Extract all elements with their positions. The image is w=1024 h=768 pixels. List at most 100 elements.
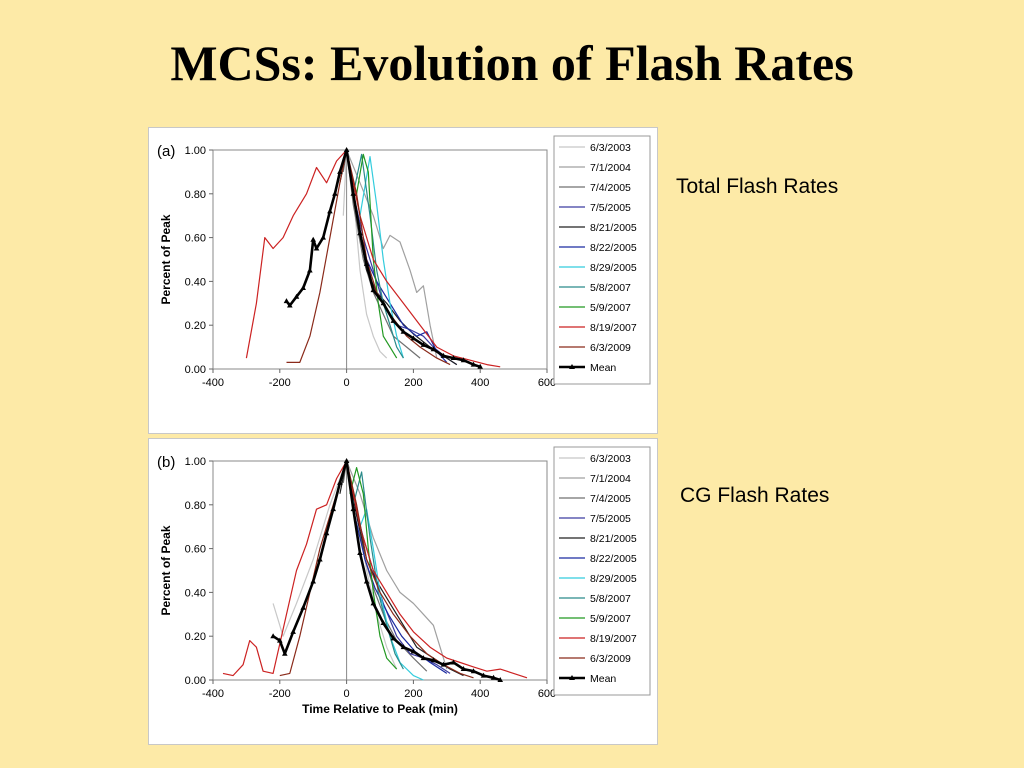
legend-entry-label: Mean bbox=[590, 362, 616, 374]
x-tick-label: 600 bbox=[538, 377, 556, 389]
plot-area bbox=[212, 149, 548, 370]
mean-marker bbox=[293, 293, 300, 299]
chart-b: 0.00 0.20 0.40 0.60 0.80 1.00 -400 -200 0 200 400 6… bbox=[157, 446, 651, 716]
legend-mean-marker bbox=[569, 675, 575, 680]
chart-panel-b: 0.00 0.20 0.40 0.60 0.80 1.00 -400 -200 0 200 400 6… bbox=[148, 438, 658, 745]
legend-entry-label: 7/1/2004 bbox=[590, 162, 631, 174]
total-flash-rates-label: Total Flash Rates bbox=[676, 175, 839, 198]
mean-marker bbox=[327, 208, 333, 214]
mean-marker bbox=[270, 633, 276, 639]
series-line bbox=[352, 153, 404, 359]
y-tick-label: 0.40 bbox=[185, 587, 206, 599]
mean-marker bbox=[343, 147, 350, 152]
legend-entry-label: 6/3/2009 bbox=[590, 653, 631, 665]
legend-entry-label: 8/19/2007 bbox=[590, 322, 637, 334]
legend-entry-label: 5/8/2007 bbox=[590, 593, 631, 605]
mean-marker bbox=[323, 530, 330, 536]
plot-area bbox=[212, 460, 548, 681]
mean-marker bbox=[460, 357, 467, 363]
mean-marker bbox=[357, 230, 363, 236]
mean-marker bbox=[490, 674, 497, 680]
panel-label: (a) bbox=[157, 143, 175, 160]
x-tick-label: -200 bbox=[269, 688, 291, 700]
mean-marker bbox=[400, 328, 407, 334]
legend-box bbox=[553, 446, 651, 696]
mean-marker bbox=[357, 549, 363, 555]
mean-marker bbox=[313, 245, 320, 251]
legend-entry-label: 5/9/2007 bbox=[590, 302, 631, 314]
x-tick-label: 400 bbox=[471, 688, 489, 700]
x-tick-label: 0 bbox=[344, 688, 350, 700]
legend-entry-label: 5/8/2007 bbox=[590, 282, 631, 294]
series-line bbox=[352, 471, 404, 670]
mean-marker bbox=[307, 267, 313, 273]
legend-entry-label: 7/1/2004 bbox=[590, 473, 631, 485]
legend-entry-label: 8/19/2007 bbox=[590, 633, 637, 645]
mean-marker bbox=[320, 234, 327, 240]
mean-marker bbox=[420, 655, 427, 661]
mean-marker bbox=[310, 578, 316, 584]
y-tick-label: 0.20 bbox=[185, 631, 206, 643]
y-tick-label: 0.00 bbox=[185, 675, 206, 687]
legend-entry-label: 8/29/2005 bbox=[590, 262, 637, 274]
legend-box bbox=[553, 135, 651, 385]
series-line bbox=[356, 153, 398, 359]
mean-marker bbox=[337, 479, 343, 485]
mean-marker bbox=[283, 298, 290, 304]
legend-entry-label: Mean bbox=[590, 673, 616, 685]
mean-marker bbox=[350, 190, 357, 196]
chart-a: 0.00 0.20 0.40 0.60 0.80 1.00 -400 -200 0 200 400 6… bbox=[157, 135, 651, 389]
mean-marker bbox=[497, 677, 504, 682]
y-tick-label: 0.80 bbox=[185, 189, 206, 201]
mean-marker bbox=[363, 578, 370, 584]
mean-marker bbox=[343, 458, 350, 463]
mean-marker bbox=[450, 659, 457, 665]
mean-marker bbox=[390, 317, 397, 323]
mean-marker bbox=[282, 650, 288, 656]
series-line bbox=[286, 149, 451, 366]
x-tick-label: 600 bbox=[538, 688, 556, 700]
legend-entry-label: 6/3/2009 bbox=[590, 342, 631, 354]
legend-entry-label: 8/21/2005 bbox=[590, 222, 637, 234]
mean-marker bbox=[410, 648, 417, 654]
x-tick-label: 200 bbox=[404, 377, 422, 389]
x-axis-label: Time Relative to Peak (min) bbox=[302, 702, 458, 716]
mean-marker bbox=[470, 668, 477, 674]
slide-title: MCSs: Evolution of Flash Rates bbox=[170, 35, 854, 91]
mean-marker bbox=[477, 363, 483, 369]
y-tick-label: 1.00 bbox=[185, 456, 206, 468]
mean-marker bbox=[287, 302, 293, 308]
mean-marker bbox=[380, 300, 387, 306]
cg-flash-rates-label: CG Flash Rates bbox=[680, 484, 830, 507]
x-tick-label: 200 bbox=[404, 688, 422, 700]
mean-marker bbox=[350, 506, 357, 512]
mean-marker bbox=[400, 644, 407, 650]
x-tick-label: 0 bbox=[344, 377, 350, 389]
y-tick-label: 0.20 bbox=[185, 320, 206, 332]
series-line bbox=[279, 460, 474, 679]
mean-marker bbox=[370, 600, 377, 606]
y-tick-label: 0.80 bbox=[185, 500, 206, 512]
y-tick-label: 1.00 bbox=[185, 145, 206, 157]
y-tick-label: 0.60 bbox=[185, 544, 206, 556]
mean-marker bbox=[470, 361, 477, 367]
mean-marker bbox=[332, 190, 338, 196]
legend-entry-label: 8/21/2005 bbox=[590, 533, 637, 545]
mean-marker bbox=[330, 506, 337, 512]
x-tick-label: 400 bbox=[471, 377, 489, 389]
mean-marker bbox=[310, 236, 316, 242]
mean-marker bbox=[450, 355, 457, 361]
legend-entry-label: 7/5/2005 bbox=[590, 513, 631, 525]
mean-marker bbox=[460, 666, 467, 672]
mean-marker bbox=[420, 341, 427, 347]
mean-marker bbox=[380, 620, 387, 626]
mean-marker bbox=[300, 604, 306, 610]
series-line bbox=[272, 459, 501, 682]
legend-entry-label: 8/22/2005 bbox=[590, 242, 637, 254]
mean-marker bbox=[440, 352, 447, 358]
panel-label: (b) bbox=[157, 454, 175, 471]
y-tick-label: 0.00 bbox=[185, 364, 206, 376]
y-axis-label: Percent of Peak bbox=[159, 525, 173, 615]
mean-marker bbox=[277, 637, 283, 643]
legend-entry-label: 5/9/2007 bbox=[590, 613, 631, 625]
